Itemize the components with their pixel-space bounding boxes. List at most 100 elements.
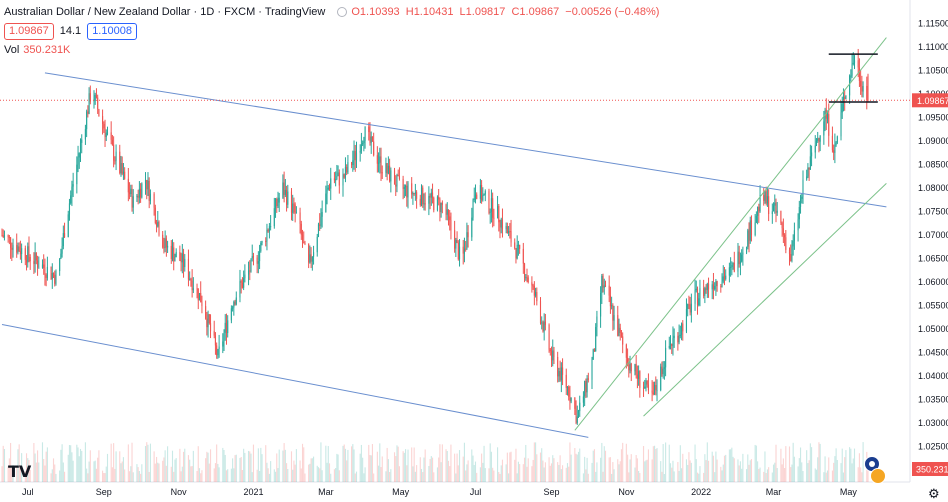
volume-bar	[320, 442, 322, 482]
candle-body	[265, 240, 267, 242]
candle-body	[510, 231, 512, 243]
volume-bar	[591, 462, 593, 482]
y-tick-label: 1.06000	[918, 277, 948, 287]
candle-body	[2, 235, 4, 238]
symbol-title[interactable]: Australian Dollar / New Zealand Dollar ·…	[4, 6, 326, 18]
volume-bar	[462, 456, 464, 482]
green-trendline[interactable]	[574, 37, 887, 431]
candle-body	[586, 378, 588, 393]
candle-body	[190, 278, 192, 281]
tradingview-logo-icon[interactable]: TV	[8, 462, 32, 481]
volume-bar	[87, 473, 89, 482]
candle-body	[642, 387, 645, 389]
volume-bar	[645, 460, 647, 482]
candle-body	[233, 301, 235, 308]
candle-body	[506, 226, 508, 233]
gear-icon[interactable]: ⚙	[928, 486, 940, 501]
volume-bar	[652, 446, 654, 482]
candle-body	[342, 174, 344, 186]
candle-body	[652, 392, 654, 394]
volume-bar	[845, 450, 847, 482]
candle-body	[722, 276, 724, 282]
volume-bar	[424, 449, 426, 482]
volume-bar	[757, 461, 759, 482]
blue-trendline[interactable]	[44, 72, 887, 208]
volume-bar	[111, 467, 113, 482]
volume-bar	[790, 467, 792, 482]
candle-body	[287, 191, 289, 205]
candle-body	[790, 254, 792, 261]
sell-price-button[interactable]: 1.09867	[4, 22, 54, 40]
blue-trendline[interactable]	[1, 323, 589, 438]
volume-bar	[299, 460, 301, 482]
candle-body	[380, 156, 382, 173]
volume-bar	[758, 468, 760, 482]
volume-bar	[603, 446, 605, 482]
candle-body	[16, 245, 18, 253]
candle-body	[533, 285, 535, 296]
open-value: O1.10393	[351, 6, 400, 18]
volume-bar	[815, 469, 818, 482]
volume-bar	[482, 462, 484, 482]
volume-bar	[93, 461, 95, 482]
candle-body	[763, 195, 765, 201]
candle-body	[798, 206, 800, 220]
volume-value: 350.231K	[23, 44, 71, 56]
ohlc-values: O1.10393 H1.10431 L1.09817 C1.09867 −0.0…	[351, 6, 662, 18]
candle-body	[737, 251, 739, 272]
candle-body	[309, 254, 311, 263]
candle-body	[164, 238, 166, 249]
volume-bar	[661, 471, 663, 482]
volume-bar	[21, 453, 23, 482]
volume-bar	[665, 442, 667, 482]
candle-body	[568, 387, 570, 397]
volume-bar	[586, 457, 588, 482]
volume-bar	[759, 467, 761, 482]
volume-bar	[110, 443, 112, 482]
volume-bar	[423, 457, 425, 482]
candle-body	[274, 198, 277, 209]
x-tick-label: 2022	[691, 487, 711, 497]
volume-bar	[617, 459, 619, 482]
volume-label: Vol	[4, 44, 20, 56]
candle-body	[162, 234, 164, 248]
candle-body	[299, 212, 301, 224]
candle-body	[639, 371, 641, 388]
candle-body	[746, 246, 748, 253]
buy-price-button[interactable]: 1.10008	[87, 22, 137, 40]
green-trendline[interactable]	[643, 183, 887, 417]
volume-bar	[338, 470, 340, 482]
candle-body	[439, 199, 441, 213]
change-value: −0.00526 (−0.48%)	[565, 6, 660, 18]
candle-body	[294, 204, 296, 213]
candle-body	[344, 166, 347, 178]
x-tick-label: May	[840, 487, 858, 497]
volume-bar	[124, 469, 126, 482]
volume-bar	[398, 466, 400, 482]
volume-bar	[807, 463, 809, 482]
candle-body	[239, 281, 241, 298]
volume-bar	[325, 445, 327, 482]
volume-bar	[50, 473, 52, 482]
volume-bar	[852, 458, 854, 482]
volume-bar	[660, 461, 662, 482]
volume-bar	[381, 456, 383, 482]
y-tick-label: 1.05000	[918, 324, 948, 334]
volume-bar	[639, 473, 641, 482]
volume-bar	[587, 473, 589, 482]
volume-bar	[853, 448, 856, 482]
volume-bar	[510, 451, 512, 482]
volume-bar	[60, 449, 62, 482]
volume-bar	[672, 460, 674, 482]
candle-body	[553, 350, 555, 357]
volume-bar	[25, 453, 28, 482]
candle-body	[483, 194, 485, 196]
volume-bar	[441, 444, 443, 482]
volume-bar	[304, 473, 306, 482]
volume-bar	[197, 446, 199, 482]
candle-body	[77, 157, 79, 165]
volume-tag-label: 350.231K	[916, 465, 948, 475]
volume-bar	[433, 472, 435, 482]
